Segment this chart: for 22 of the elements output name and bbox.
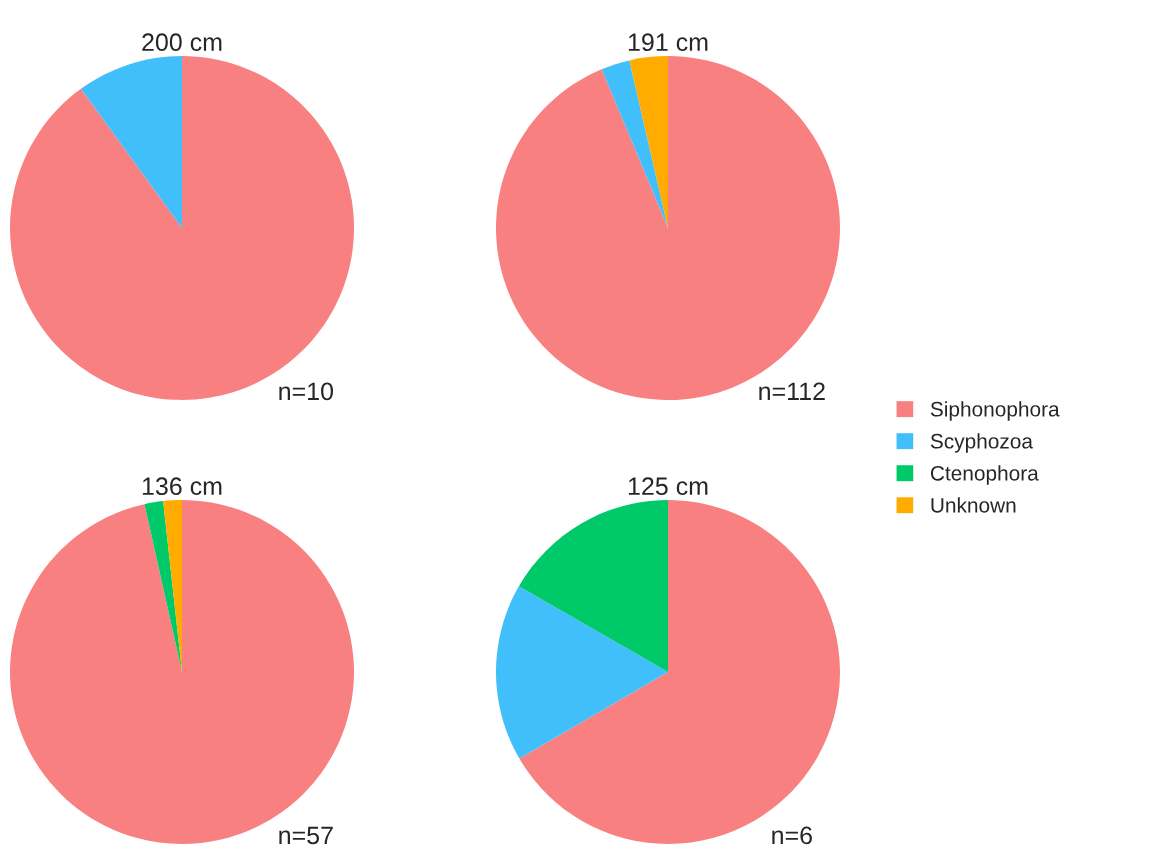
pie-slice	[496, 56, 840, 400]
pie-slice	[10, 500, 354, 844]
pie-slice	[144, 501, 182, 672]
pie-slice	[518, 500, 668, 672]
text: n=10	[279, 382, 334, 401]
pie-slice	[80, 56, 182, 228]
pie-slice	[496, 586, 668, 759]
chart-title: 125 cm	[628, 477, 708, 496]
pie-slice	[601, 60, 668, 228]
legend-label: Unknown	[931, 497, 1016, 513]
chart-title: 136 cm	[142, 477, 222, 496]
chart-title: 200 cm	[142, 33, 222, 52]
legend-label: Siphonophora	[930, 401, 1060, 421]
text: n=112	[759, 382, 825, 400]
text: n=57	[279, 826, 333, 845]
legend-label: Ctenophora	[930, 465, 1039, 485]
pie-slice	[519, 500, 840, 844]
pie-slice	[10, 56, 354, 400]
legend-label: Scyphozoa	[930, 433, 1033, 453]
text: n=6	[772, 826, 812, 845]
chart-title: 191 cm	[628, 33, 708, 52]
pie-slice	[629, 56, 668, 228]
